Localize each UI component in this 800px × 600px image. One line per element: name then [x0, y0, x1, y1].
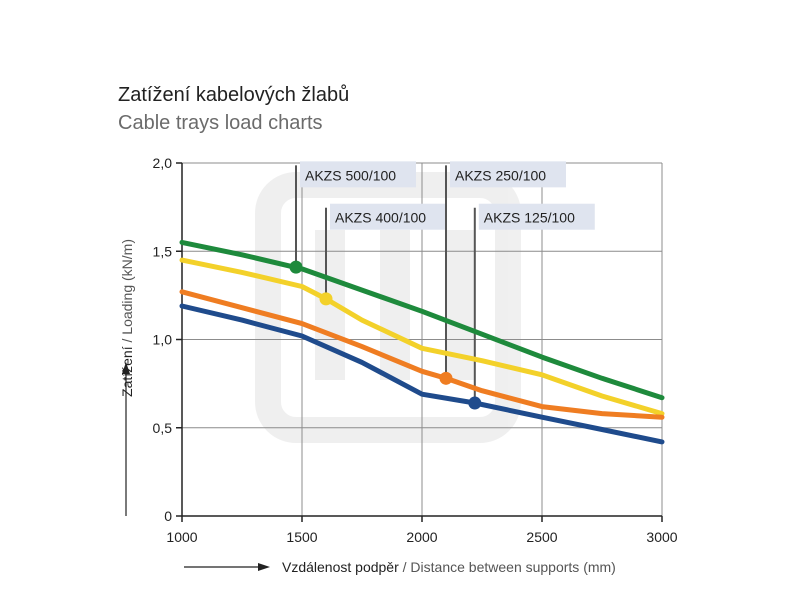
callout-label: AKZS 125/100 [484, 210, 575, 226]
series-line [179, 257, 665, 417]
series-line [179, 239, 665, 401]
chart-subtitle: Cable trays load charts [118, 112, 323, 134]
series-marker [439, 371, 453, 385]
y-tick-label: 0,5 [153, 420, 173, 436]
chart-title: Zatížení kabelových žlabů [118, 84, 350, 106]
series-line [179, 289, 665, 420]
x-tick-label: 1000 [166, 529, 197, 545]
y-tick-label: 1,0 [153, 332, 173, 348]
x-tick-label: 2000 [406, 529, 437, 545]
x-axis-arrow-head [258, 563, 270, 571]
series-marker [289, 260, 303, 274]
series-markers [289, 260, 482, 410]
series-lines [179, 239, 665, 445]
tick-labels: 0 0,5 1,0 1,5 2,0 1000 1500 2000 2500 3000 [153, 155, 678, 545]
x-tick-label: 1500 [286, 529, 317, 545]
y-tick-label: 2,0 [153, 155, 173, 171]
axis-labels: Zatížení / Loading (kN/m)Vzdálenost podp… [119, 239, 616, 575]
callout-label: AKZS 250/100 [455, 167, 546, 183]
x-tick-label: 3000 [646, 529, 677, 545]
series-marker [468, 396, 482, 410]
callout-box [478, 203, 595, 230]
callout-box [330, 203, 446, 230]
series-line [179, 303, 665, 445]
x-tick-label: 2500 [526, 529, 557, 545]
series-callouts: AKZS 500/100 AKZS 400/100 AKZS 250/100 AKZS… [295, 161, 595, 404]
y-axis-arrow-head [122, 362, 130, 374]
y-tick-label: 0 [164, 508, 172, 524]
callout-box [450, 161, 566, 188]
x-axis-label-rest: / Distance between supports (mm) [399, 559, 616, 575]
callout-box [300, 161, 416, 188]
x-axis-label-main: Vzdálenost podpěr [282, 559, 399, 575]
y-axis-label-rest: / Loading (kN/m) [119, 239, 135, 346]
series-marker [319, 292, 333, 306]
y-tick-label: 1,5 [153, 243, 173, 259]
x-axis-label: Vzdálenost podpěr / Distance between sup… [282, 559, 616, 575]
callout-label: AKZS 400/100 [335, 210, 426, 226]
callout-label: AKZS 500/100 [305, 167, 396, 183]
